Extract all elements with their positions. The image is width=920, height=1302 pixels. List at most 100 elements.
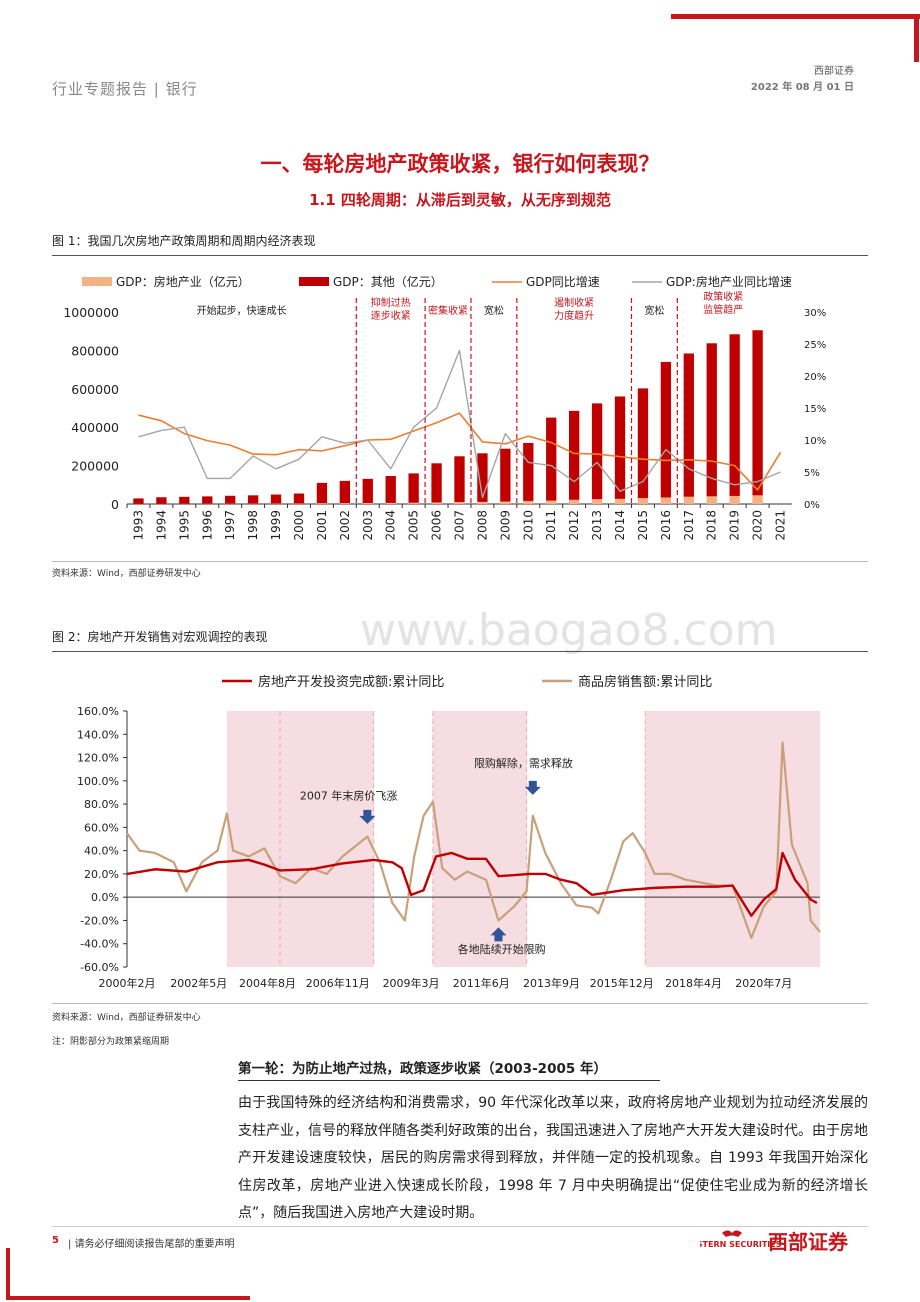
- period-label: 逐步收紧: [371, 309, 411, 322]
- bar-gdp-other: [660, 361, 672, 498]
- figure-2-caption: 图 2：房地产开发销售对宏观调控的表现: [52, 630, 268, 644]
- shaded-period: [279, 711, 374, 967]
- corner-decoration-top: [671, 14, 920, 19]
- bar-gdp-other: [706, 343, 717, 497]
- legend-label-1: 商品房销售额:累计同比: [578, 674, 712, 690]
- bar-gdp-real-estate: [385, 502, 396, 504]
- x-tick-label: 2011: [544, 510, 558, 541]
- y-left-tick-label: 200000: [71, 459, 119, 474]
- bar-gdp-real-estate: [500, 501, 511, 504]
- x-tick-label: 2008: [475, 510, 489, 541]
- figure-2-source: 资料来源：Wind，西部证券研发中心: [52, 1013, 201, 1023]
- bar-gdp-other: [614, 396, 626, 499]
- chart-lines: [138, 349, 782, 499]
- x-tick-label: 2004: [384, 510, 398, 541]
- bar-gdp-real-estate: [523, 500, 534, 504]
- bar-gdp-other: [133, 498, 144, 504]
- footer-disclaimer-text: 请务必仔细阅读报告尾部的重要声明: [74, 1239, 235, 1250]
- page-number: 5: [52, 1235, 59, 1246]
- bar-gdp-real-estate: [316, 503, 328, 504]
- x-tick-label: 2003: [361, 510, 375, 541]
- arrow-down-icon: [359, 809, 376, 824]
- period-label: 开始起步，快速成长: [197, 304, 287, 317]
- x-tick-label: 2018年4月: [665, 976, 722, 990]
- logo-cn-text: 西部证券: [768, 1230, 849, 1254]
- x-tick-label: 2015: [636, 510, 650, 541]
- figure-1-caption: 图 1：我国几次房地产政策周期和周期内经济表现: [52, 234, 316, 248]
- chart-bars: [133, 330, 763, 504]
- footer-rule: [52, 1226, 868, 1227]
- x-tick-label: 2011年6月: [453, 976, 510, 990]
- y-tick-label: -20.0%: [80, 914, 119, 927]
- chart-axes: 1000000 800000 600000 400000 200000 0 30% 25% 20…: [63, 305, 826, 541]
- subsection-title: 1.1 四轮周期：从滞后到灵敏，从无序到规范: [309, 191, 611, 209]
- y-left-tick-label: 400000: [71, 420, 119, 435]
- x-tick-label: 1997: [223, 510, 237, 541]
- bar-gdp-other: [454, 456, 465, 502]
- annotation-release: 限购解除，需求释放: [474, 756, 573, 770]
- y-tick-label: 40.0%: [84, 845, 119, 858]
- period-label: 宽松: [644, 304, 664, 317]
- bar-gdp-other: [683, 353, 694, 497]
- bar-gdp-real-estate: [591, 499, 603, 504]
- y-right-tick-label: 15%: [804, 404, 826, 415]
- bar-gdp-real-estate: [660, 497, 672, 504]
- y-right-tick-label: 0%: [804, 500, 820, 511]
- x-tick-label: 2021: [774, 510, 788, 541]
- bar-gdp-other: [591, 403, 603, 500]
- bar-gdp-other: [270, 494, 282, 504]
- corner-decoration-top-vertical: [914, 14, 919, 62]
- x-tick-label: 1994: [154, 510, 168, 541]
- corner-decoration-bottom-horizontal: [6, 1296, 250, 1300]
- y-right-tick-label: 5%: [804, 468, 820, 479]
- annotation-2007: 2007 年末房价飞涨: [300, 788, 398, 802]
- x-tick-label: 2009年3月: [383, 976, 440, 990]
- figure-2-bottom-rule: [52, 1003, 868, 1004]
- x-tick-label: 2012: [567, 510, 581, 541]
- x-tick-label: 2002: [338, 510, 352, 541]
- y-tick-label: 0.0%: [91, 891, 119, 904]
- bar-gdp-real-estate: [706, 496, 717, 504]
- corner-decoration-bottom: [6, 1248, 10, 1300]
- legend-label-3: GDP:房地产业同比增速: [666, 274, 792, 289]
- x-tick-label: 2005: [407, 510, 421, 541]
- period-label: 力度趋升: [554, 309, 594, 322]
- x-tick-label: 2000: [292, 510, 306, 541]
- bar-gdp-other: [247, 495, 259, 504]
- x-tick-label: 2004年8月: [239, 976, 296, 990]
- bar-gdp-real-estate: [614, 498, 626, 504]
- bar-gdp-other: [385, 476, 396, 503]
- x-tick-label: 2017: [682, 510, 696, 541]
- chart-legend: 房地产开发投资完成额:累计同比 商品房销售额:累计同比: [222, 674, 712, 690]
- x-tick-label: 1999: [269, 510, 283, 541]
- bar-gdp-real-estate: [454, 501, 465, 504]
- x-tick-label: 2000年2月: [99, 976, 156, 990]
- arrow-down-icon: [524, 780, 541, 795]
- bar-gdp-other: [523, 442, 534, 501]
- paragraph-body: 由于我国特殊的经济结构和消费需求，90 年代深化改革以来，政府将房地产业规划为拉…: [238, 1095, 868, 1221]
- bar-gdp-other: [546, 417, 557, 501]
- y-tick-label: 100.0%: [77, 775, 119, 788]
- y-tick-label: -40.0%: [80, 938, 119, 951]
- period-label: 抑制过热: [371, 296, 411, 309]
- line-real-estate-investment: [126, 851, 818, 918]
- x-tick-label: 1996: [200, 510, 214, 541]
- shaded-period: [645, 711, 820, 967]
- bar-gdp-real-estate: [683, 496, 694, 504]
- x-tick-label: 2007: [453, 510, 467, 541]
- bar-gdp-real-estate: [546, 500, 557, 504]
- bar-gdp-other: [225, 495, 236, 504]
- y-right-tick-label: 30%: [804, 308, 826, 319]
- period-label: 密集收紧: [428, 304, 468, 317]
- x-tick-label: 2013: [590, 510, 604, 541]
- bar-gdp-other: [568, 410, 580, 500]
- bar-gdp-real-estate: [408, 502, 419, 504]
- figure-1-top-rule: [52, 255, 868, 256]
- legend-swatch-0: [82, 277, 112, 286]
- bar-gdp-real-estate: [477, 501, 488, 504]
- x-tick-label: 2020年7月: [735, 976, 792, 990]
- period-label: 宽松: [484, 304, 504, 317]
- logo-en-text: WESTERN SECURITIES: [700, 1240, 782, 1249]
